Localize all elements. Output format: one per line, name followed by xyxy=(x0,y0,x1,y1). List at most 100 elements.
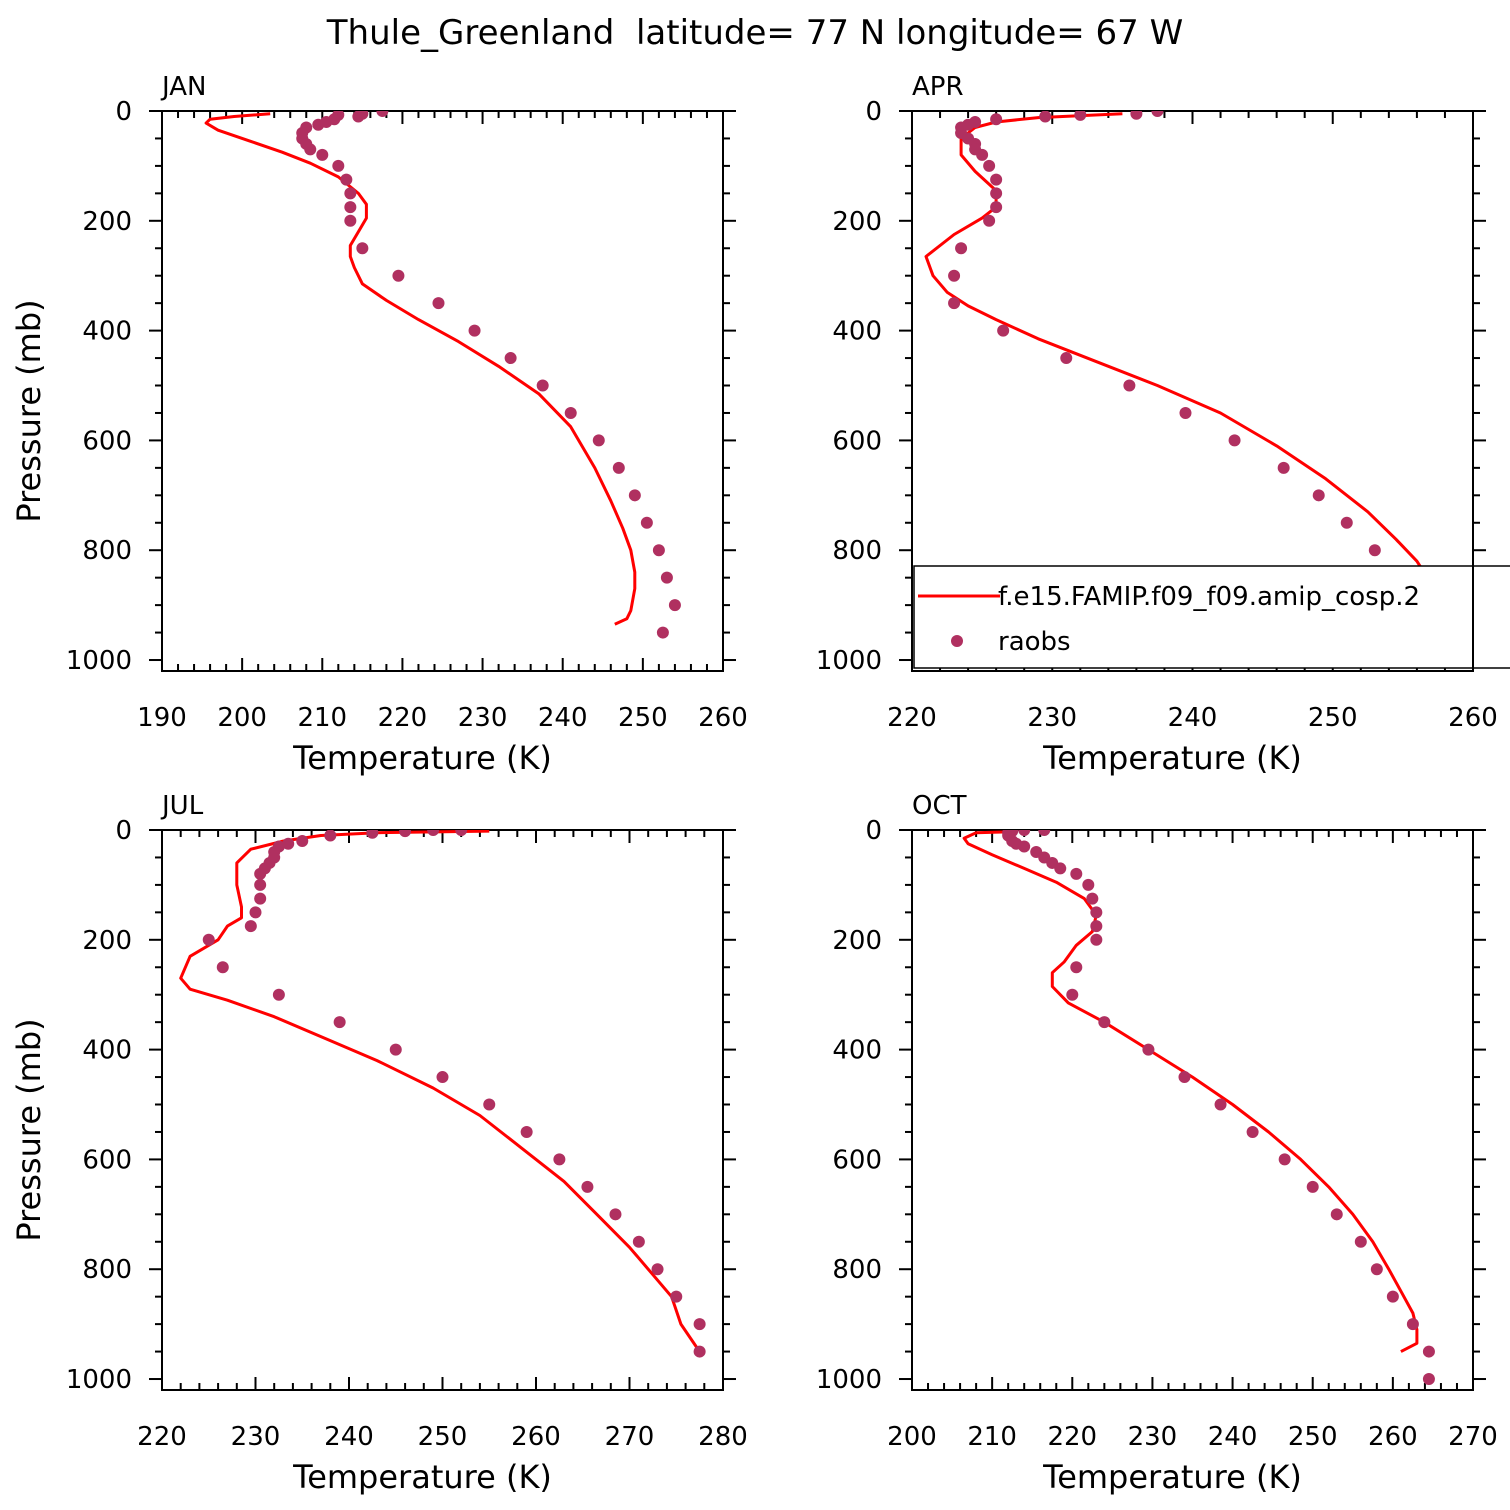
obs-point xyxy=(272,988,285,1001)
y-axis-label: Pressure (mb) xyxy=(10,299,48,522)
panel-jul: 220 230 240 250 260 270 280 0 200 400 600 800 1000 Te… xyxy=(10,791,748,1496)
model-line xyxy=(179,830,701,1353)
obs-point xyxy=(983,159,996,172)
obs-point xyxy=(536,379,549,392)
y-tick-label: 200 xyxy=(832,926,882,956)
obs-point xyxy=(1142,1043,1155,1056)
obs-point xyxy=(1038,830,1051,836)
obs-point xyxy=(344,214,357,227)
legend-obs-label: raobs xyxy=(998,627,1071,657)
x-tick-label: 250 xyxy=(618,703,668,733)
obs-point xyxy=(1066,988,1079,1001)
obs-point xyxy=(564,406,577,419)
obs-point xyxy=(356,242,369,255)
obs-point xyxy=(1090,933,1103,946)
obs-point xyxy=(1422,1345,1435,1358)
x-tick-label: 240 xyxy=(538,703,588,733)
y-tick-label: 800 xyxy=(82,1255,132,1285)
obs-point xyxy=(1018,830,1031,836)
obs-point xyxy=(1070,867,1083,880)
obs-point xyxy=(652,544,665,557)
panel-title: JAN xyxy=(160,72,206,102)
obs-point xyxy=(632,1235,645,1248)
obs-point xyxy=(1060,352,1073,365)
y-tick-label: 400 xyxy=(82,317,132,347)
y-tick-label: 0 xyxy=(115,816,132,846)
obs-point xyxy=(955,242,968,255)
x-tick-label: 260 xyxy=(698,703,748,733)
obs-point xyxy=(1340,516,1353,529)
obs-point xyxy=(983,214,996,227)
x-tick-label: 190 xyxy=(137,703,187,733)
x-tick-label: 240 xyxy=(1208,1422,1258,1452)
y-tick-label: 600 xyxy=(832,426,882,456)
obs-point xyxy=(1330,1208,1343,1221)
obs-point xyxy=(254,867,267,880)
obs-point xyxy=(316,148,329,161)
x-tick-label: 230 xyxy=(1027,703,1077,733)
obs-point xyxy=(1422,1373,1435,1386)
obs-point xyxy=(581,1180,594,1193)
obs-point xyxy=(520,1125,533,1138)
y-tick-label: 1000 xyxy=(66,1365,132,1395)
obs-point xyxy=(1098,1016,1111,1029)
figure-title: Thule_Greenland latitude= 77 N longitude… xyxy=(326,13,1183,53)
obs-point xyxy=(668,599,681,612)
x-tick-label: 250 xyxy=(1308,703,1358,733)
y-tick-label: 400 xyxy=(82,1036,132,1066)
obs-point xyxy=(592,434,605,447)
obs-point xyxy=(1214,1098,1227,1111)
x-tick-label: 230 xyxy=(1128,1422,1178,1452)
panel-apr: 220 230 240 250 260 0 200 400 600 800 1000 Temperat… xyxy=(816,72,1510,777)
obs-point xyxy=(1368,544,1381,557)
obs-point xyxy=(324,830,337,842)
obs-point xyxy=(670,1290,683,1303)
obs-point xyxy=(333,1016,346,1029)
obs-point xyxy=(254,878,267,891)
y-tick-label: 1000 xyxy=(816,1365,882,1395)
obs-point xyxy=(693,1345,706,1358)
plot-frame xyxy=(161,110,724,672)
obs-point xyxy=(990,113,1003,126)
data-layer xyxy=(204,111,681,639)
x-tick-label: 270 xyxy=(605,1422,655,1452)
y-axis-label: Pressure (mb) xyxy=(10,1018,48,1241)
model-line xyxy=(962,830,1419,1353)
obs-point xyxy=(1228,434,1241,447)
x-tick-label: 200 xyxy=(217,703,267,733)
obs-point xyxy=(1123,379,1136,392)
obs-point xyxy=(656,626,669,639)
panels: 190 200 210 220 230 240 250 260 0 200 400 600 800 100… xyxy=(10,72,1510,1496)
obs-point xyxy=(249,906,262,919)
obs-point xyxy=(504,352,517,365)
obs-point xyxy=(990,187,1003,200)
obs-point xyxy=(1246,1125,1259,1138)
obs-point xyxy=(609,1208,622,1221)
obs-point xyxy=(1354,1235,1367,1248)
obs-point xyxy=(427,830,440,836)
y-tick-label: 0 xyxy=(865,97,882,127)
y-tick-label: 1000 xyxy=(66,646,132,676)
obs-point xyxy=(312,118,325,131)
obs-point xyxy=(352,111,365,123)
obs-point xyxy=(1178,1071,1191,1084)
obs-point xyxy=(282,837,295,850)
obs-point xyxy=(332,159,345,172)
y-tick-label: 0 xyxy=(865,816,882,846)
y-tick-label: 600 xyxy=(82,1145,132,1175)
obs-point xyxy=(432,297,445,310)
obs-point xyxy=(483,1098,496,1111)
obs-point xyxy=(1054,862,1067,875)
x-tick-label: 260 xyxy=(511,1422,561,1452)
obs-point xyxy=(1278,1153,1291,1166)
obs-point xyxy=(660,571,673,584)
obs-point xyxy=(254,892,267,905)
x-tick-label: 210 xyxy=(297,703,347,733)
x-tick-label: 260 xyxy=(1448,703,1498,733)
panel-title: OCT xyxy=(912,791,967,821)
x-tick-label: 250 xyxy=(1288,1422,1338,1452)
x-axis-label: Temperature (K) xyxy=(292,1458,552,1496)
x-tick-label: 270 xyxy=(1448,1422,1498,1452)
